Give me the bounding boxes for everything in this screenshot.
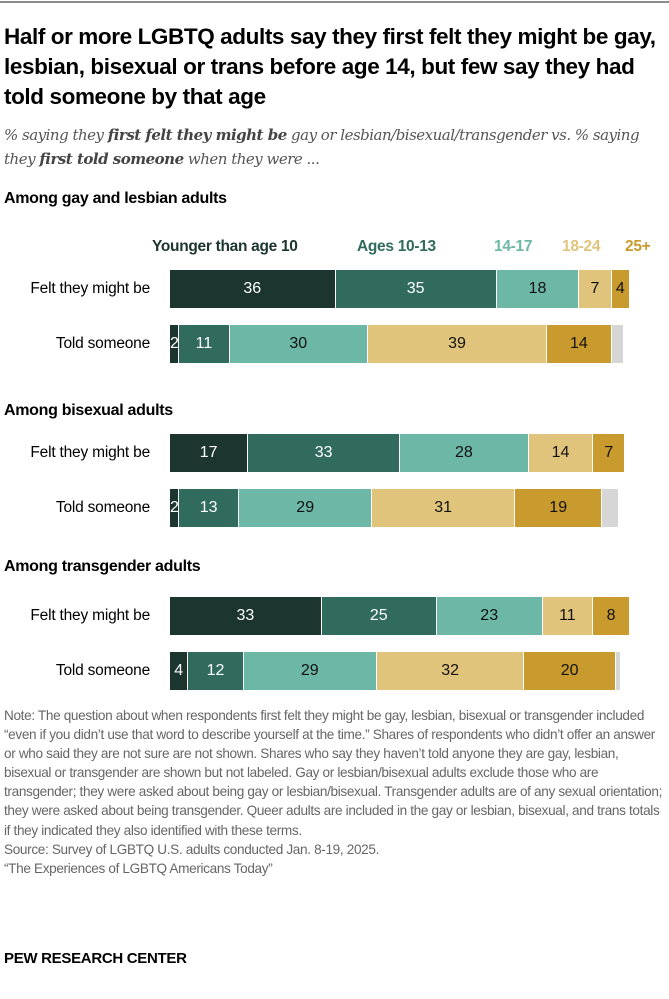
bar-segment: 2 <box>170 489 180 527</box>
bar-segment: 29 <box>239 489 373 527</box>
bar-segment: 19 <box>515 489 603 527</box>
bar-segment: 32 <box>377 652 525 690</box>
bar-segment-not-told <box>611 325 624 363</box>
source-text: Source: Survey of LGBTQ U.S. adults cond… <box>4 841 380 857</box>
bar-segment: 17 <box>170 434 249 472</box>
row-label: Felt they might be <box>30 280 150 297</box>
bar-segment-not-told <box>616 652 621 690</box>
row-label: Told someone <box>55 662 150 679</box>
group-header: Among bisexual adults <box>4 402 173 419</box>
bar-segment: 39 <box>367 325 548 363</box>
bar-segment: 20 <box>524 652 617 690</box>
bar-segment: 8 <box>593 597 630 635</box>
subtitle-emphasis: first felt they might be <box>107 126 287 144</box>
row-label: Felt they might be <box>30 444 150 461</box>
group-header: Among transgender adults <box>4 558 201 575</box>
subtitle-emphasis: first told someone <box>39 150 184 168</box>
bar-segment: 4 <box>611 270 630 308</box>
bar-segment: 11 <box>542 597 594 635</box>
group-header: Among gay and lesbian adults <box>4 190 227 207</box>
bar-segment: 14 <box>528 434 594 472</box>
legend-item-18-24: 18-24 <box>562 238 601 255</box>
legend-item-10-13: Ages 10-13 <box>357 238 436 255</box>
bar-segment: 7 <box>579 270 612 308</box>
bar-segment-not-told <box>602 489 619 527</box>
bar-segment: 4 <box>170 652 189 690</box>
bar-segment: 36 <box>170 270 336 308</box>
legend-item-14-17: 14-17 <box>494 238 533 255</box>
subtitle-part: when they were ... <box>183 150 320 168</box>
bar-segment: 23 <box>436 597 543 635</box>
pew-logo: PEW RESEARCH CENTER <box>4 950 187 967</box>
top-rule <box>0 1 669 3</box>
row-label: Told someone <box>55 335 150 352</box>
bar-segment: 33 <box>248 434 400 472</box>
chart-subtitle: % saying they first felt they might be g… <box>4 123 669 171</box>
chart-title: Half or more LGBTQ adults say they first… <box>4 24 656 109</box>
legend-item-25-plus: 25+ <box>625 238 651 255</box>
report-title: “The Experiences of LGBTQ Americans Toda… <box>4 860 273 876</box>
bar-segment: 33 <box>170 597 322 635</box>
bar-segment: 35 <box>335 270 497 308</box>
bar-segment: 29 <box>243 652 377 690</box>
bar-segment: 13 <box>179 489 239 527</box>
bar-segment: 18 <box>496 270 580 308</box>
row-label: Told someone <box>55 499 150 516</box>
bar-segment: 28 <box>400 434 529 472</box>
bar-segment: 31 <box>372 489 515 527</box>
chart-note: Note: The question about when respondent… <box>4 706 664 878</box>
bar-segment: 25 <box>321 597 437 635</box>
legend-item-under-10: Younger than age 10 <box>152 238 298 255</box>
bar-segment: 11 <box>179 325 230 363</box>
note-text: Note: The question about when respondent… <box>4 708 663 838</box>
bar-segment: 30 <box>229 325 368 363</box>
bar-segment: 14 <box>547 325 612 363</box>
bar-segment: 12 <box>188 652 244 690</box>
subtitle-part: gay or lesbian/bisexual/transgender vs. … <box>4 126 640 168</box>
bar-segment: 2 <box>170 325 180 363</box>
row-label: Felt they might be <box>30 607 150 624</box>
subtitle-part: % saying they <box>4 126 108 144</box>
bar-segment: 7 <box>593 434 626 472</box>
